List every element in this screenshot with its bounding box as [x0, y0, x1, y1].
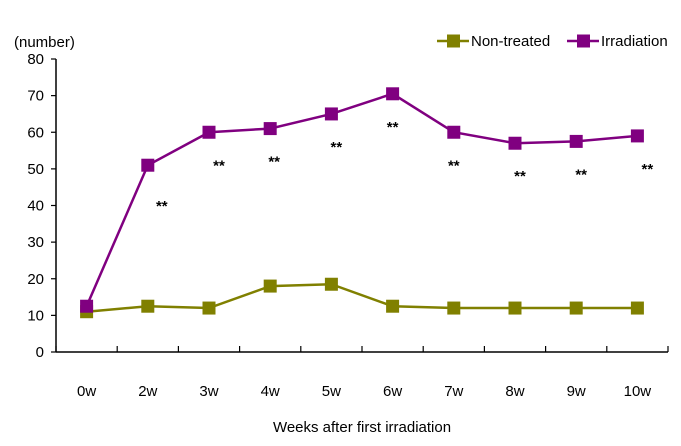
- x-tick-label: 6w: [383, 383, 402, 400]
- legend-item: Irradiation: [567, 33, 668, 50]
- significance-marker: **: [514, 168, 526, 185]
- legend-swatch-marker: [447, 34, 460, 48]
- y-tick-label: 0: [36, 344, 44, 361]
- x-tick-label: 8w: [505, 383, 524, 400]
- y-tick-label: 40: [27, 198, 44, 215]
- series-layer: [80, 87, 644, 319]
- data-point: [324, 107, 338, 121]
- significance-marker: **: [213, 157, 225, 174]
- data-point: [386, 299, 400, 313]
- y-tick-label: 70: [27, 88, 44, 105]
- series-line: [86, 282, 638, 313]
- x-tick-label: 9w: [567, 383, 586, 400]
- x-tick-label: 0w: [77, 383, 96, 400]
- y-tick-label: 30: [27, 234, 44, 251]
- series-line: [85, 92, 638, 307]
- x-tick-label: 2w: [138, 383, 157, 400]
- y-axis-label: (number): [14, 34, 75, 51]
- significance-marker: **: [575, 166, 587, 183]
- data-point: [141, 158, 155, 172]
- data-point: [80, 299, 94, 313]
- series-non-treated: [80, 277, 644, 319]
- y-tick-label: 10: [27, 307, 44, 324]
- data-point: [447, 301, 461, 315]
- significance-marker: **: [268, 154, 280, 171]
- data-point: [630, 301, 644, 315]
- y-tick-label: 80: [27, 51, 44, 68]
- legend-item: Non-treated: [437, 33, 550, 50]
- data-point: [630, 129, 644, 143]
- data-point: [141, 299, 155, 313]
- x-tick-label: 5w: [322, 383, 341, 400]
- significance-marker: **: [642, 161, 654, 178]
- data-point: [569, 134, 583, 148]
- legend: Non-treated Irradiation: [437, 33, 668, 50]
- x-tick-label: 3w: [199, 383, 218, 400]
- data-point: [508, 136, 522, 150]
- significance-marker: **: [331, 139, 343, 156]
- y-tick-label: 60: [27, 124, 44, 141]
- x-axis-label: Weeks after first irradiation: [273, 419, 451, 436]
- data-point: [324, 277, 338, 291]
- x-tick-label: 4w: [261, 383, 280, 400]
- significance-marker: **: [387, 119, 399, 136]
- y-tick-label: 50: [27, 161, 44, 178]
- data-point: [202, 125, 216, 139]
- legend-label: Irradiation: [601, 33, 668, 50]
- legend-label: Non-treated: [471, 33, 550, 50]
- significance-marker: **: [156, 198, 168, 215]
- legend-swatch-marker: [577, 34, 590, 48]
- series-irradiation: [80, 87, 644, 313]
- data-point: [386, 87, 400, 101]
- axes: 0 10 20 30 40 50 60 70 80 0w 2w 3w 4w 5w 6w 7w 8w 9w 10w: [27, 51, 669, 400]
- x-tick-label: 10w: [624, 383, 652, 400]
- label-layer: ** ** ** ** ** ** ** ** **: [156, 119, 653, 215]
- data-point: [569, 301, 583, 315]
- data-point: [447, 125, 461, 139]
- y-tick-label: 20: [27, 271, 44, 288]
- data-point: [263, 122, 277, 136]
- x-tick-label: 7w: [444, 383, 463, 400]
- significance-marker: **: [448, 157, 460, 174]
- data-point: [202, 301, 216, 315]
- data-point: [508, 301, 522, 315]
- data-point: [263, 279, 277, 293]
